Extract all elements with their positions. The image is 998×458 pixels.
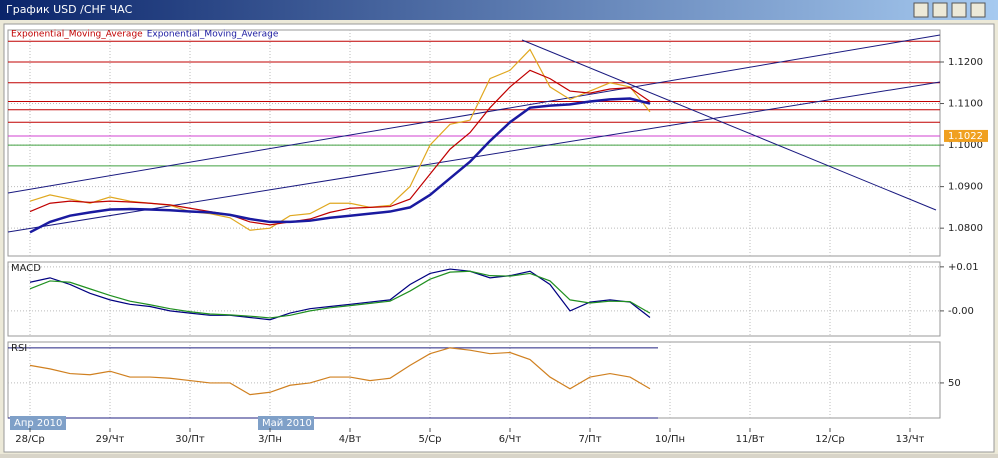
x-tick-label: 6/Чт [499,434,522,445]
x-tick-label: 30/Пт [175,434,205,445]
legend-entry: Exponential_Moving_Average [11,30,143,40]
y-tick-label: +0.01 [948,262,979,273]
y-tick-label: 50 [948,378,961,389]
x-tick-label: 5/Ср [418,434,441,445]
period-label: Май 2010 [262,418,312,429]
x-tick-label: 29/Чт [96,434,125,445]
panel [7,29,941,257]
help-button[interactable] [913,2,929,18]
x-tick-label: 12/Ср [815,434,844,445]
x-tick-label: 28/Ср [15,434,44,445]
y-tick-label: 1.0800 [948,223,983,234]
series-line [29,270,651,319]
last-price-label: 1.1022 [948,131,983,142]
chart-area [3,23,995,453]
period-box [258,416,314,430]
window-buttons[interactable] [913,2,986,18]
maximize-button[interactable] [951,2,967,18]
series-line [29,97,651,234]
x-tick-label: 4/Вт [339,434,362,445]
trend-line [7,34,941,194]
window-title: График USD /CHF ЧАС [6,3,133,16]
y-tick-label: 1.0900 [948,182,983,193]
y-tick-label: 1.1200 [948,57,983,68]
panel-title: RSI [11,343,27,354]
x-tick-label: 11/Вт [736,434,765,445]
x-tick-label: 3/Пн [258,434,282,445]
series-line [29,69,651,226]
x-tick-label: 10/Пн [655,434,685,445]
series-line [29,48,651,231]
trend-line [521,39,937,211]
panel [7,261,941,337]
period-box [10,416,66,430]
y-tick-label: 1.1000 [948,140,983,151]
y-tick-label: 1.1100 [948,99,983,110]
legend-entry: Exponential_Moving_Average [147,30,279,40]
panel-title: MACD [11,263,41,274]
x-tick-label: 7/Пт [578,434,601,445]
series-line [29,268,651,321]
minimize-button[interactable] [932,2,948,18]
close-button[interactable] [970,2,986,18]
series-line [29,347,651,396]
y-tick-label: -0.00 [948,306,974,317]
last-price-box [944,129,988,142]
period-label: Апр 2010 [14,418,62,429]
title-bar [0,0,998,20]
x-tick-label: 13/Чт [896,434,925,445]
